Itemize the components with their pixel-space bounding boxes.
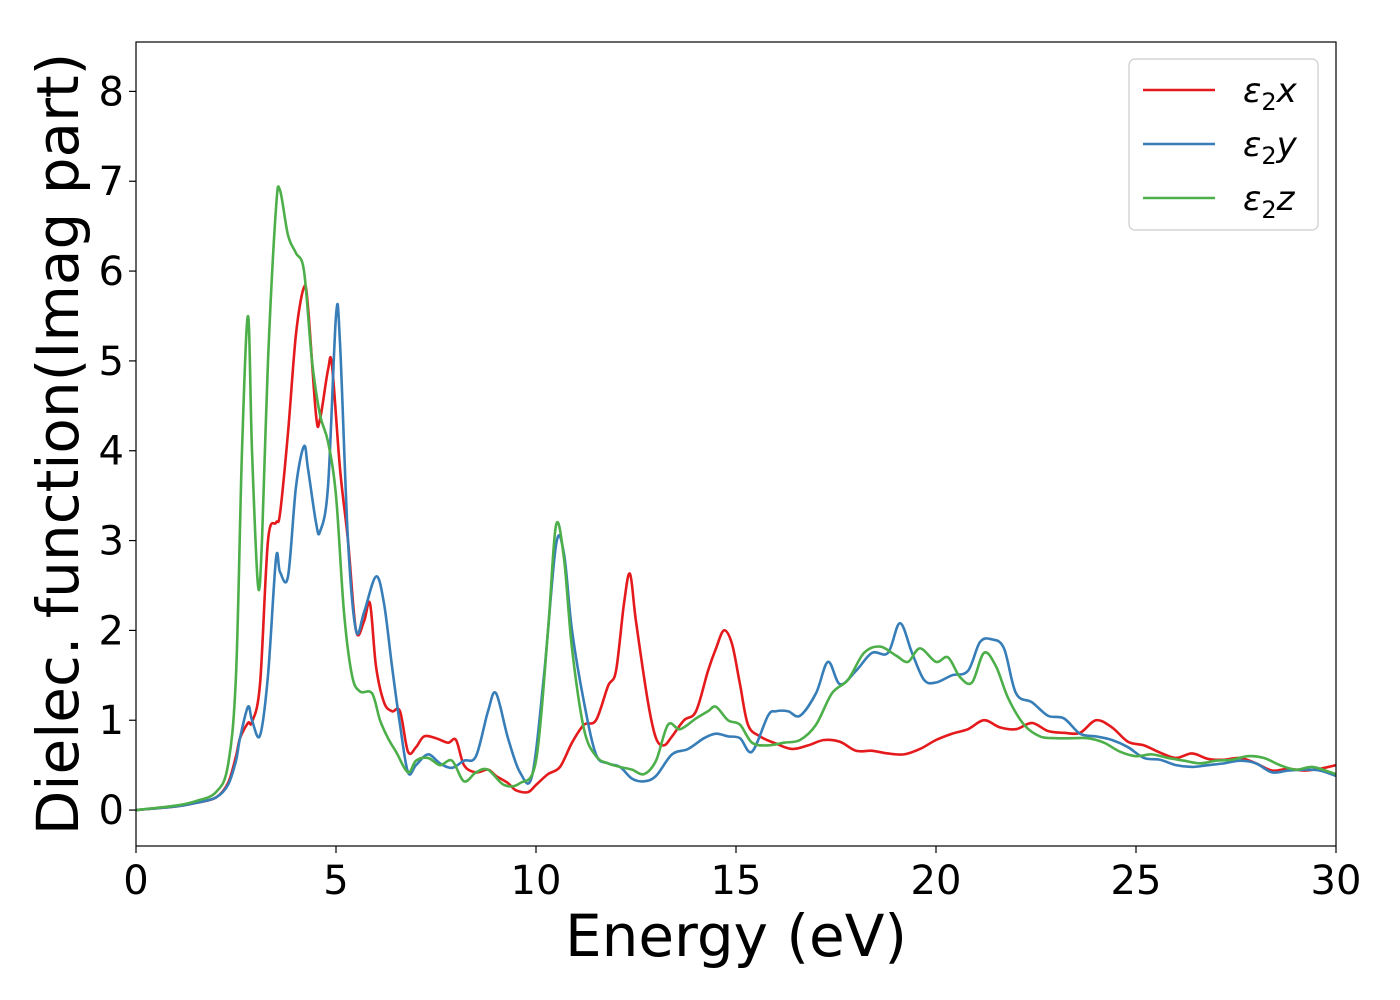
x-tick-label: 15 <box>711 858 762 904</box>
legend-label-y: ε2y <box>1243 125 1298 170</box>
x-tick-label: 0 <box>123 858 148 904</box>
x-tick-label: 20 <box>911 858 962 904</box>
series-line-z <box>136 185 1336 812</box>
x-tick-label: 5 <box>323 858 348 904</box>
series-layer <box>136 185 1336 812</box>
y-tick-label: 7 <box>99 159 124 205</box>
legend-label-z: ε2z <box>1243 179 1296 224</box>
y-tick-label: 5 <box>99 339 124 385</box>
y-tick-label: 6 <box>99 249 124 295</box>
x-tick-label: 25 <box>1111 858 1162 904</box>
y-tick-label: 1 <box>99 698 124 744</box>
y-tick-label: 8 <box>99 69 124 115</box>
y-tick-label: 4 <box>99 429 124 475</box>
y-tick-label: 2 <box>99 608 124 654</box>
legend: ε2x ε2y ε2z <box>1128 58 1319 231</box>
legend-label-x: ε2x <box>1243 71 1298 116</box>
legend-box <box>1128 58 1319 231</box>
y-axis: 0 1 2 3 4 5 6 7 8 <box>99 69 136 834</box>
x-axis-title: Energy (eV) <box>565 902 907 970</box>
x-tick-label: 10 <box>511 858 562 904</box>
x-tick-label: 30 <box>1311 858 1362 904</box>
y-tick-label: 0 <box>99 788 124 834</box>
y-axis-title: Dielec. function(Imag part) <box>24 53 92 836</box>
y-tick-label: 3 <box>99 519 124 565</box>
x-axis: 0 5 10 15 20 25 30 <box>123 846 1361 904</box>
